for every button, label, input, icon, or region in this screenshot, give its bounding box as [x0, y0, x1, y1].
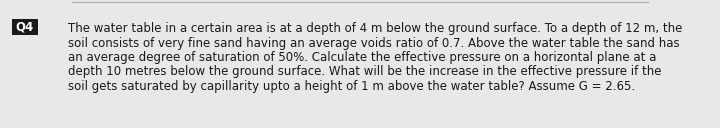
FancyBboxPatch shape	[12, 19, 37, 35]
Text: Q4: Q4	[15, 20, 34, 34]
Text: soil consists of very fine sand having an average voids ratio of 0.7. Above the : soil consists of very fine sand having a…	[68, 36, 680, 50]
Text: soil gets saturated by capillarity upto a height of 1 m above the water table? A: soil gets saturated by capillarity upto …	[68, 80, 636, 93]
Text: an average degree of saturation of 50%. Calculate the effective pressure on a ho: an average degree of saturation of 50%. …	[68, 51, 657, 64]
Text: depth 10 metres below the ground surface. What will be the increase in the effec: depth 10 metres below the ground surface…	[68, 66, 662, 78]
Text: The water table in a certain area is at a depth of 4 m below the ground surface.: The water table in a certain area is at …	[68, 22, 683, 35]
